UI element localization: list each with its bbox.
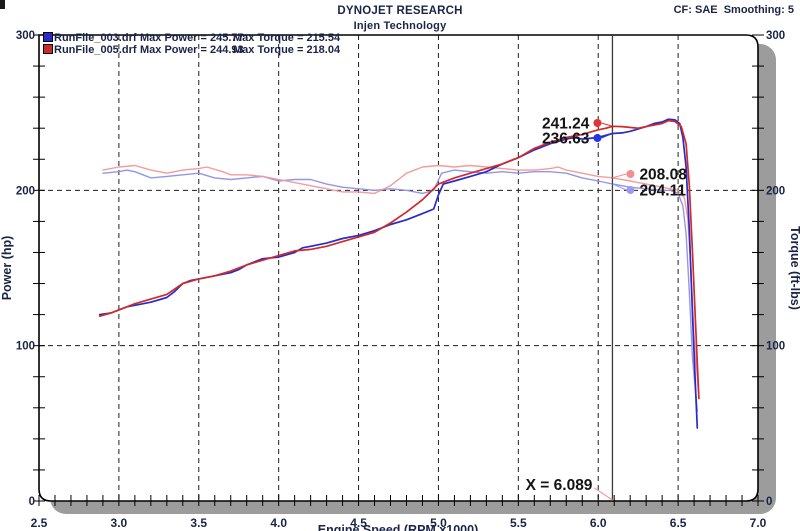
- cursor-leader: [601, 122, 613, 127]
- runfile-003-drf-torque-curve: [102, 169, 698, 412]
- cursor-x-leader: [594, 487, 613, 501]
- y-right-tick-label: 0: [766, 496, 772, 508]
- y-left-tick-label: 100: [16, 341, 35, 353]
- x-tick-label: 3.5: [190, 516, 207, 530]
- screen-edge-artifact: [0, 0, 5, 9]
- y-right-tick-label: 100: [766, 341, 785, 353]
- correction-smoothing-label: CF: SAE Smoothing: 5: [673, 4, 794, 16]
- plot-area[interactable]: [39, 35, 758, 501]
- cursor-leader: [601, 132, 613, 139]
- cursor-marker: [593, 134, 602, 142]
- x-tick-label: 6.0: [590, 516, 607, 530]
- run003-max-torque: Max Torque = 215.54: [233, 32, 341, 44]
- cursor-leader: [612, 173, 627, 179]
- run005-color-swatch: [43, 44, 53, 54]
- cursor-marker: [593, 119, 602, 127]
- runfile-005-drf-torque-curve: [102, 164, 700, 398]
- x-tick-label: 4.5: [350, 516, 367, 530]
- y-left-tick-label: 300: [16, 30, 35, 42]
- x-tick-label: 3.0: [111, 516, 128, 530]
- x-tick-label: 5.0: [430, 516, 447, 530]
- cursor-marker: [626, 170, 635, 178]
- x-tick-label: 5.5: [510, 516, 527, 530]
- y-right-tick-label: 300: [766, 30, 785, 42]
- x-axis-title: Engine Speed (RPM x1000): [318, 523, 478, 531]
- run005-max-torque: Max Torque = 218.04: [233, 44, 341, 56]
- y-right-axis-title: Torque (ft-lbs): [788, 226, 800, 310]
- x-tick-label: 4.0: [270, 516, 287, 530]
- y-left-tick-label: 200: [16, 185, 35, 197]
- plot-frame: [38, 34, 759, 502]
- cursor-value-label: 208.08: [639, 167, 687, 184]
- run003-color-swatch: [43, 32, 53, 42]
- cursor-value-label: 204.11: [639, 183, 686, 200]
- run005-max-power: Max Power = 244.93: [140, 44, 244, 56]
- chart-title: DYNOJET RESEARCH: [337, 5, 463, 17]
- x-tick-label: 6.5: [670, 516, 687, 530]
- cursor-leader: [612, 183, 627, 191]
- y-right-tick-label: 200: [766, 185, 785, 197]
- cursor-value-label: 236.63: [542, 131, 590, 148]
- chart-subtitle: Injen Technology: [353, 20, 447, 32]
- cursor-value-label: 241.24: [542, 116, 590, 133]
- run-legend: RunFile_003.drf Max Power = 245.77 Max T…: [43, 32, 403, 56]
- cursor-marker: [626, 186, 635, 194]
- runfile-005-drf-power-curve: [98, 119, 700, 400]
- y-left-tick-label: 0: [29, 496, 35, 508]
- run003-max-power: Max Power = 245.77: [140, 32, 244, 44]
- y-left-axis-title: Power (hp): [0, 236, 14, 301]
- run005-file-label: RunFile_005.drf: [54, 44, 137, 56]
- x-tick-label: 7.0: [750, 516, 767, 530]
- x-tick-label: 2.5: [31, 516, 48, 530]
- legend-row-run005[interactable]: RunFile_005.drf Max Power = 244.93 Max T…: [43, 44, 403, 56]
- cursor-x-label: X = 6.089: [526, 477, 593, 494]
- legend-row-run003[interactable]: RunFile_003.drf Max Power = 245.77 Max T…: [43, 32, 403, 44]
- run003-file-label: RunFile_003.drf: [54, 32, 137, 44]
